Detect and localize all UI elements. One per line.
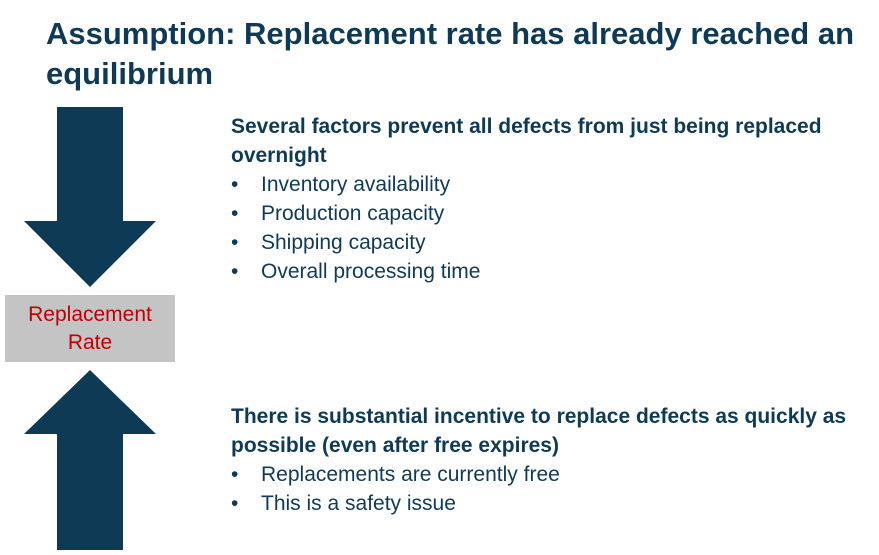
list-item: • Overall processing time bbox=[231, 257, 851, 286]
bullet-icon: • bbox=[231, 492, 239, 515]
slide-title: Assumption: Replacement rate has already… bbox=[46, 16, 855, 91]
incentive-list: • Replacements are currently free • This i… bbox=[231, 460, 851, 518]
incentive-heading: There is substantial incentive to replac… bbox=[231, 405, 847, 457]
replacement-rate-box: Replacement Rate bbox=[5, 295, 175, 362]
bullet-icon: • bbox=[231, 231, 239, 254]
constraints-heading: Several factors prevent all defects from… bbox=[231, 115, 822, 167]
list-item-text: Production capacity bbox=[261, 202, 445, 225]
arrow-up-icon bbox=[0, 368, 180, 550]
bullet-icon: • bbox=[231, 202, 239, 225]
list-item: • Inventory availability bbox=[231, 170, 851, 199]
list-item-text: Replacements are currently free bbox=[261, 463, 560, 486]
list-item-text: Shipping capacity bbox=[261, 231, 426, 254]
replacement-rate-label-line1: Replacement bbox=[28, 302, 152, 326]
incentive-block: There is substantial incentive to replac… bbox=[231, 402, 851, 518]
list-item: • Replacements are currently free bbox=[231, 460, 851, 489]
list-item: • Shipping capacity bbox=[231, 228, 851, 257]
bullet-icon: • bbox=[231, 260, 239, 283]
constraints-block: Several factors prevent all defects from… bbox=[231, 112, 851, 286]
list-item-text: This is a safety issue bbox=[261, 492, 456, 515]
list-item-text: Inventory availability bbox=[261, 173, 451, 196]
bullet-icon: • bbox=[231, 463, 239, 486]
list-item-text: Overall processing time bbox=[261, 260, 481, 283]
replacement-rate-label-line2: Rate bbox=[67, 330, 113, 354]
list-item: • This is a safety issue bbox=[231, 489, 851, 518]
bullet-icon: • bbox=[231, 173, 239, 196]
arrow-down-icon bbox=[0, 107, 180, 289]
list-item: • Production capacity bbox=[231, 199, 851, 228]
constraints-list: • Inventory availability • Production capa… bbox=[231, 170, 851, 286]
